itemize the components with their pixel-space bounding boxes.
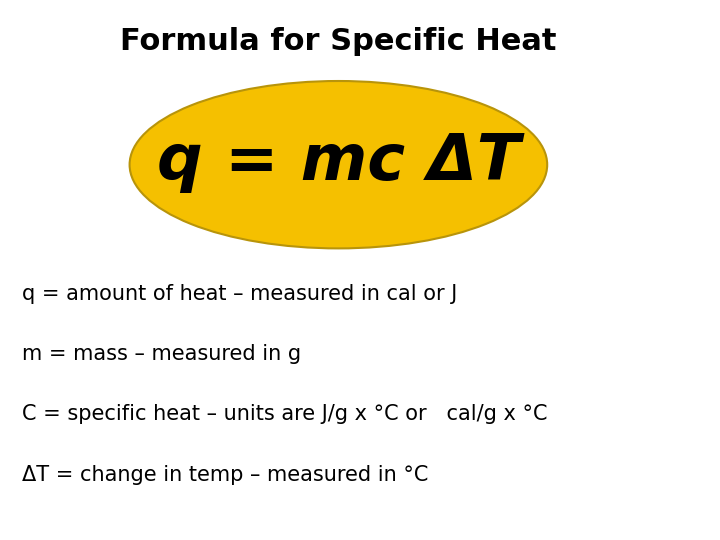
Text: C = specific heat – units are J/g x °C or   cal/g x °C: C = specific heat – units are J/g x °C o…: [22, 404, 547, 424]
Text: q = amount of heat – measured in cal or J: q = amount of heat – measured in cal or …: [22, 284, 457, 303]
Text: m = mass – measured in g: m = mass – measured in g: [22, 344, 301, 364]
Text: ΔT = change in temp – measured in °C: ΔT = change in temp – measured in °C: [22, 465, 428, 485]
Text: q = mc ΔT: q = mc ΔT: [157, 131, 520, 193]
Text: Formula for Specific Heat: Formula for Specific Heat: [120, 27, 557, 56]
Ellipse shape: [130, 81, 547, 248]
